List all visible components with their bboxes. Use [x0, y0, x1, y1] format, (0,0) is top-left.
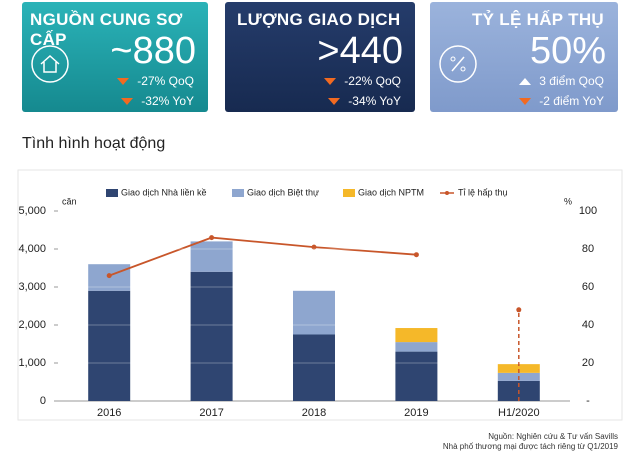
y2-tick-label: 40 [582, 319, 594, 331]
y-tick-label: 4,000 [18, 243, 46, 255]
y2-tick-label: 100 [579, 205, 597, 217]
y2-axis-label: % [564, 196, 572, 206]
x-tick-label: 2017 [199, 407, 223, 419]
legend-swatch [106, 189, 118, 197]
house-icon [31, 45, 69, 83]
legend-swatch [343, 189, 355, 197]
line-point [413, 252, 419, 258]
source-line: Nhà phố thương mại được tách riêng từ Q1… [442, 442, 618, 451]
chart-frame [17, 169, 623, 421]
kpi-card: TỶ LỆ HẤP THỤ 50% 3 điểm QoQ -2 điểm YoY [430, 2, 618, 112]
bar [395, 351, 438, 401]
line-point [106, 273, 112, 279]
card-value: >440 [317, 30, 403, 72]
card-change: -34% YoY [348, 94, 401, 108]
card-change: -27% QoQ [137, 74, 194, 88]
line-point [311, 244, 317, 250]
y2-tick-label: 20 [582, 357, 594, 369]
legend-label: Tỉ lệ hấp thụ [458, 187, 508, 197]
x-tick-label: 2019 [404, 407, 428, 419]
y-tick-label: 1,000 [18, 357, 46, 369]
legend-label: Giao dịch Nhà liền kề [121, 187, 207, 197]
source-line: Nguồn: Nghiên cứu & Tư vấn Savills [488, 432, 618, 441]
y2-tick-label: 80 [582, 243, 594, 255]
card-change: -32% YoY [141, 94, 194, 108]
bar [293, 334, 335, 401]
y-tick-label: 2,000 [18, 319, 46, 331]
card-change: -2 điểm YoY [539, 94, 604, 108]
legend-swatch [232, 189, 244, 197]
card-title: LƯỢNG GIAO DỊCH [237, 10, 401, 29]
legend-swatch [445, 191, 449, 195]
percent-icon [439, 45, 477, 83]
bar [88, 290, 131, 401]
kpi-card: NGUỒN CUNG SƠ CẤP ~880 -27% QoQ -32% YoY [22, 2, 208, 112]
x-tick-label: 2016 [97, 407, 121, 419]
legend-label: Giao dịch Biệt thự [247, 187, 319, 197]
bar [293, 290, 335, 335]
line-point [516, 307, 522, 313]
y-axis-label: căn [62, 196, 77, 206]
bar [395, 342, 438, 352]
bar [497, 364, 540, 373]
kpi-card: LƯỢNG GIAO DỊCH >440 -22% QoQ -34% YoY [225, 2, 415, 112]
y-tick-label: 3,000 [18, 281, 46, 293]
y2-tick-label: - [586, 395, 590, 407]
card-change: -22% QoQ [344, 74, 401, 88]
legend-label: Giao dịch NPTM [358, 187, 424, 197]
card-value: ~880 [110, 30, 196, 72]
line-point [209, 235, 215, 241]
bar [190, 271, 233, 401]
y-tick-label: 0 [40, 395, 46, 407]
x-tick-label: 2018 [302, 407, 326, 419]
y2-tick-label: 60 [582, 281, 594, 293]
y-tick-label: 5,000 [18, 205, 46, 217]
card-value: 50% [529, 30, 606, 72]
card-title: NGUỒN CUNG SƠ CẤP [30, 10, 183, 49]
bar [190, 241, 233, 272]
chart-title: Tình hình hoạt động [22, 135, 166, 152]
source: Nguồn: Nghiên cứu & Tư vấn Savills Nhà p… [443, 432, 618, 452]
x-tick-label: H1/2020 [498, 407, 540, 419]
card-change: 3 điểm QoQ [539, 74, 604, 88]
card-title: TỶ LỆ HẤP THỤ [471, 10, 604, 29]
bar [395, 328, 438, 343]
line [108, 236, 417, 277]
